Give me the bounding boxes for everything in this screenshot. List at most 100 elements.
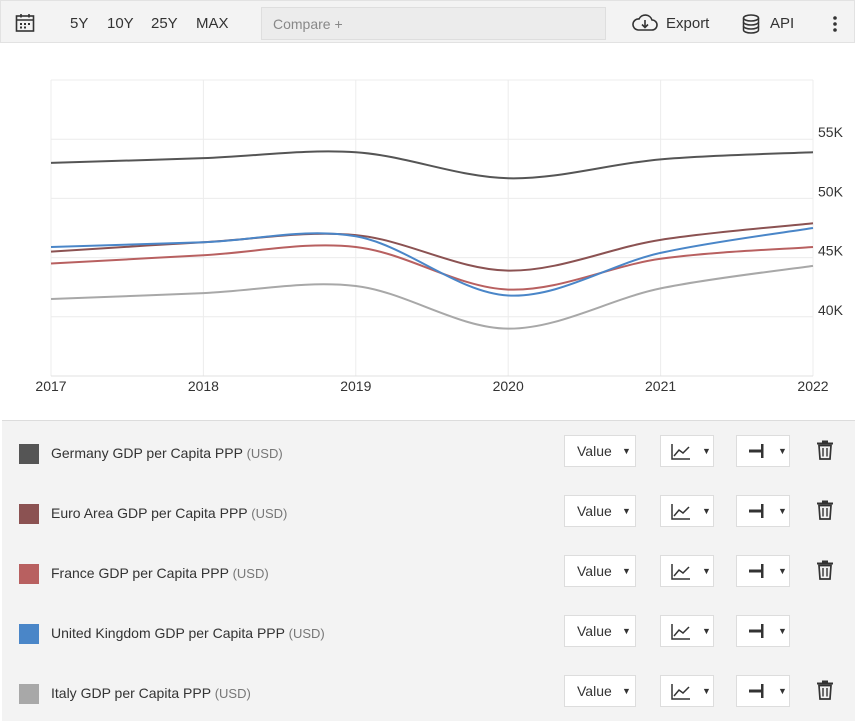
line-chart-icon — [671, 684, 690, 700]
chart-toolbar: 5Y 10Y 25Y MAX Compare + Export API — [0, 0, 855, 43]
series-row: Germany GDP per Capita PPP (USD) Value ▼ ▼ ▼ — [2, 421, 855, 481]
series-unit: (USD) — [214, 686, 251, 701]
series-label: Italy GDP per Capita PPP (USD) — [51, 685, 251, 701]
series-label: Germany GDP per Capita PPP (USD) — [51, 445, 283, 461]
series-name: Italy GDP per Capita PPP — [51, 685, 211, 701]
chart-type-dropdown[interactable]: ▼ — [660, 615, 714, 647]
line-chart-icon — [671, 444, 690, 460]
caret-down-icon: ▼ — [702, 446, 711, 456]
caret-down-icon: ▼ — [702, 626, 711, 636]
line-chart-icon — [671, 504, 690, 520]
value-mode-dropdown[interactable]: Value ▼ — [564, 675, 636, 707]
caret-down-icon: ▼ — [702, 566, 711, 576]
value-mode-label: Value — [577, 443, 612, 459]
x-tick-label: 2019 — [340, 378, 371, 394]
series-color-swatch[interactable] — [19, 444, 39, 464]
y-tick-label: 55K — [818, 124, 844, 140]
value-mode-label: Value — [577, 623, 612, 639]
chart-area: 40K 45K 50K 55K 2017 2018 2019 2020 2021 2022 — [0, 44, 857, 420]
axis-side-dropdown[interactable]: ▼ — [736, 495, 790, 527]
x-tick-label: 2021 — [645, 378, 676, 394]
series-unit: (USD) — [232, 566, 269, 581]
caret-down-icon: ▼ — [702, 686, 711, 696]
series-color-swatch[interactable] — [19, 684, 39, 704]
value-mode-label: Value — [577, 683, 612, 699]
series-row: Italy GDP per Capita PPP (USD) Value ▼ ▼ ▼ — [2, 661, 855, 721]
series-row: United Kingdom GDP per Capita PPP (USD) V… — [2, 601, 855, 661]
value-mode-dropdown[interactable]: Value ▼ — [564, 615, 636, 647]
database-icon[interactable] — [742, 14, 760, 34]
caret-down-icon: ▼ — [702, 506, 711, 516]
y-tick-label: 50K — [818, 183, 844, 199]
delete-series-icon[interactable] — [816, 680, 834, 700]
range-max-button[interactable]: MAX — [196, 15, 229, 32]
x-tick-label: 2022 — [797, 378, 828, 394]
chart-type-dropdown[interactable]: ▼ — [660, 555, 714, 587]
chart-type-dropdown[interactable]: ▼ — [660, 675, 714, 707]
axis-side-dropdown[interactable]: ▼ — [736, 435, 790, 467]
right-axis-icon — [749, 684, 764, 698]
axis-side-dropdown[interactable]: ▼ — [736, 555, 790, 587]
range-10y-button[interactable]: 10Y — [107, 15, 134, 32]
right-axis-icon — [749, 504, 764, 518]
y-tick-label: 45K — [818, 243, 844, 259]
series-label: Euro Area GDP per Capita PPP (USD) — [51, 505, 287, 521]
caret-down-icon: ▼ — [622, 626, 631, 636]
series-name: France GDP per Capita PPP — [51, 565, 229, 581]
right-axis-icon — [749, 444, 764, 458]
series-name: Germany GDP per Capita PPP — [51, 445, 243, 461]
chart-type-dropdown[interactable]: ▼ — [660, 495, 714, 527]
more-options-icon[interactable] — [832, 15, 838, 33]
series-color-swatch[interactable] — [19, 624, 39, 644]
range-25y-button[interactable]: 25Y — [151, 15, 178, 32]
cloud-download-icon[interactable] — [632, 14, 658, 34]
series-color-swatch[interactable] — [19, 564, 39, 584]
caret-down-icon: ▼ — [778, 626, 787, 636]
value-mode-dropdown[interactable]: Value ▼ — [564, 555, 636, 587]
right-axis-icon — [749, 564, 764, 578]
caret-down-icon: ▼ — [778, 686, 787, 696]
delete-series-icon[interactable] — [816, 560, 834, 580]
series-line — [50, 222, 814, 272]
series-line — [50, 244, 814, 291]
series-name: United Kingdom GDP per Capita PPP — [51, 625, 285, 641]
series-row: Euro Area GDP per Capita PPP (USD) Value ▼… — [2, 481, 855, 541]
delete-series-icon[interactable] — [816, 500, 834, 520]
series-label: France GDP per Capita PPP (USD) — [51, 565, 269, 581]
value-mode-dropdown[interactable]: Value ▼ — [564, 435, 636, 467]
x-tick-label: 2018 — [188, 378, 219, 394]
series-line — [50, 150, 814, 180]
series-unit: (USD) — [251, 506, 288, 521]
series-list: Germany GDP per Capita PPP (USD) Value ▼ ▼ ▼… — [2, 420, 855, 721]
line-chart-icon — [671, 624, 690, 640]
line-chart-icon — [671, 564, 690, 580]
compare-input[interactable]: Compare + — [261, 7, 606, 40]
caret-down-icon: ▼ — [778, 566, 787, 576]
x-tick-label: 2020 — [493, 378, 524, 394]
caret-down-icon: ▼ — [622, 686, 631, 696]
series-line — [50, 227, 814, 297]
series-label: United Kingdom GDP per Capita PPP (USD) — [51, 625, 325, 641]
value-mode-dropdown[interactable]: Value ▼ — [564, 495, 636, 527]
series-name: Euro Area GDP per Capita PPP — [51, 505, 248, 521]
api-button[interactable]: API — [770, 15, 795, 32]
x-tick-label: 2017 — [35, 378, 66, 394]
delete-series-icon[interactable] — [816, 440, 834, 460]
caret-down-icon: ▼ — [622, 566, 631, 576]
value-mode-label: Value — [577, 503, 612, 519]
caret-down-icon: ▼ — [778, 506, 787, 516]
axis-side-dropdown[interactable]: ▼ — [736, 675, 790, 707]
range-5y-button[interactable]: 5Y — [70, 15, 89, 32]
value-mode-label: Value — [577, 563, 612, 579]
calendar-icon[interactable] — [15, 13, 35, 33]
series-unit: (USD) — [288, 626, 325, 641]
y-tick-label: 40K — [818, 302, 844, 318]
axis-side-dropdown[interactable]: ▼ — [736, 615, 790, 647]
series-unit: (USD) — [246, 446, 283, 461]
series-color-swatch[interactable] — [19, 504, 39, 524]
right-axis-icon — [749, 624, 764, 638]
series-row: France GDP per Capita PPP (USD) Value ▼ ▼ ▼ — [2, 541, 855, 601]
caret-down-icon: ▼ — [778, 446, 787, 456]
export-button[interactable]: Export — [666, 15, 710, 32]
chart-type-dropdown[interactable]: ▼ — [660, 435, 714, 467]
